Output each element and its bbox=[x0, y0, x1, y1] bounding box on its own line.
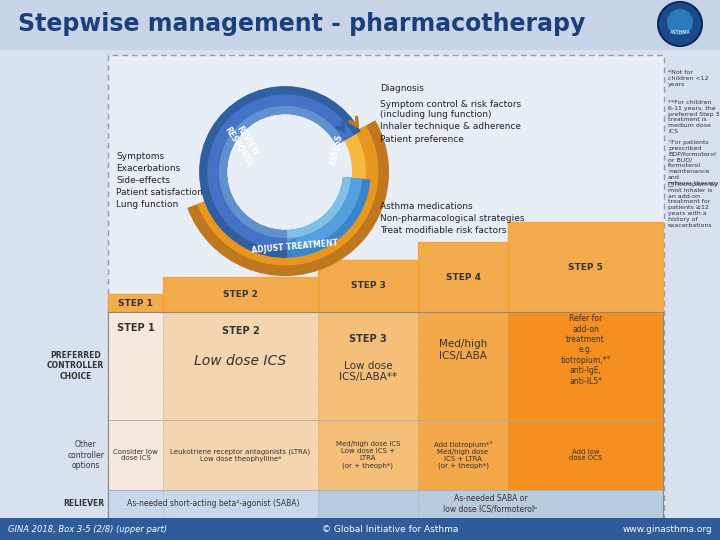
Text: Patient satisfaction: Patient satisfaction bbox=[116, 188, 203, 197]
Text: Side-effects: Side-effects bbox=[116, 176, 170, 185]
Text: Stepwise management - pharmacotherapy: Stepwise management - pharmacotherapy bbox=[18, 12, 585, 36]
Text: Symptoms: Symptoms bbox=[116, 152, 164, 161]
Text: Symptom control & risk factors
(including lung function): Symptom control & risk factors (includin… bbox=[380, 100, 521, 119]
Text: Low dose
ICS/LABA**: Low dose ICS/LABA** bbox=[339, 361, 397, 382]
Bar bbox=[418, 312, 508, 420]
Text: Non-pharmacological strategies: Non-pharmacological strategies bbox=[380, 214, 524, 223]
Text: Other
controller
options: Other controller options bbox=[67, 440, 104, 470]
Text: www.ginasthma.org: www.ginasthma.org bbox=[622, 524, 712, 534]
Polygon shape bbox=[108, 222, 663, 312]
Text: REVIEW
RESPONSE: REVIEW RESPONSE bbox=[222, 119, 264, 168]
Text: Refer for
add-on
treatment
e.g.
tiotropium,*°
anti-IgE,
anti-IL5*: Refer for add-on treatment e.g. tiotropi… bbox=[560, 314, 611, 386]
Text: Add low
dose OCS: Add low dose OCS bbox=[569, 449, 602, 462]
Text: RELIEVER: RELIEVER bbox=[63, 500, 104, 509]
Bar bbox=[0, 0, 720, 50]
Text: As-needed short-acting beta²-agonist (SABA): As-needed short-acting beta²-agonist (SA… bbox=[127, 500, 300, 509]
Text: PREFERRED
CONTROLLER
CHOICE: PREFERRED CONTROLLER CHOICE bbox=[47, 351, 104, 381]
Text: STEP 3: STEP 3 bbox=[349, 334, 387, 344]
Text: Exacerbations: Exacerbations bbox=[116, 164, 180, 173]
Text: Asthma medications: Asthma medications bbox=[380, 202, 472, 211]
Text: Med/high
ICS/LABA: Med/high ICS/LABA bbox=[439, 339, 487, 361]
Text: □Tiotropium by mist inhaler is
an add-on treatment for
patients ≥12 years with a: □Tiotropium by mist inhaler is an add-on… bbox=[668, 182, 718, 227]
Bar bbox=[0, 50, 720, 518]
Text: Patient preference: Patient preference bbox=[380, 135, 464, 144]
Bar bbox=[108, 312, 663, 518]
Bar bbox=[163, 420, 318, 490]
Bar bbox=[163, 312, 318, 420]
Text: *Not for children <12 years: *Not for children <12 years bbox=[668, 70, 708, 86]
Bar bbox=[508, 312, 663, 420]
Text: ASTHMA: ASTHMA bbox=[670, 30, 690, 35]
Bar bbox=[108, 312, 163, 420]
Text: Low dose ICS: Low dose ICS bbox=[194, 354, 287, 368]
Text: STEP 2: STEP 2 bbox=[222, 327, 259, 336]
Text: STEP 1: STEP 1 bbox=[117, 323, 154, 333]
Text: Consider low
dose ICS: Consider low dose ICS bbox=[113, 449, 158, 462]
Text: STEP 5: STEP 5 bbox=[568, 262, 603, 272]
Circle shape bbox=[667, 9, 693, 35]
Text: STEP 4: STEP 4 bbox=[446, 273, 480, 281]
Text: **For children 6-11 years, the
preferred Step 3 treatment is
medium dose ICS: **For children 6-11 years, the preferred… bbox=[668, 100, 719, 134]
Text: GINA 2018, Box 3-5 (2/8) (upper part): GINA 2018, Box 3-5 (2/8) (upper part) bbox=[8, 524, 167, 534]
Text: Add tiotropium*°
Med/high dose
ICS + LTRA
(or + theoph*): Add tiotropium*° Med/high dose ICS + LTR… bbox=[433, 441, 492, 469]
Bar bbox=[108, 55, 664, 518]
Text: STEP 2: STEP 2 bbox=[223, 290, 258, 299]
Text: Lung function: Lung function bbox=[116, 200, 179, 209]
Bar bbox=[318, 312, 418, 420]
Text: Treat modifiable risk factors: Treat modifiable risk factors bbox=[380, 226, 506, 235]
Bar bbox=[508, 420, 663, 490]
Text: As-needed SABA or
low dose ICS/formoterolᵇ: As-needed SABA or low dose ICS/formotero… bbox=[444, 494, 538, 514]
Bar bbox=[318, 420, 418, 490]
Bar bbox=[108, 420, 163, 490]
Text: © Global Initiative for Asthma: © Global Initiative for Asthma bbox=[322, 524, 458, 534]
Bar bbox=[108, 490, 318, 518]
Text: Med/high dose ICS
Low dose ICS +
LTRA
(or + theoph*): Med/high dose ICS Low dose ICS + LTRA (o… bbox=[336, 441, 400, 469]
Circle shape bbox=[658, 2, 702, 46]
Text: ASSESS: ASSESS bbox=[329, 133, 345, 166]
Text: STEP 3: STEP 3 bbox=[351, 281, 385, 291]
Text: STEP 1: STEP 1 bbox=[118, 299, 153, 307]
Bar bbox=[418, 420, 508, 490]
Text: Diagnosis: Diagnosis bbox=[380, 84, 424, 93]
Bar bbox=[0, 518, 720, 540]
Text: Inhaler technique & adherence: Inhaler technique & adherence bbox=[380, 122, 521, 131]
Text: °For patients prescribed
BDP/formoterol or BUD/
formoterol maintenance and
relie: °For patients prescribed BDP/formoterol … bbox=[668, 140, 719, 186]
Text: ADJUST TREATMENT: ADJUST TREATMENT bbox=[251, 239, 338, 255]
Bar bbox=[318, 490, 663, 518]
Text: Leukotriene receptor antagonists (LTRA)
Low dose theophylline*: Leukotriene receptor antagonists (LTRA) … bbox=[171, 448, 310, 462]
